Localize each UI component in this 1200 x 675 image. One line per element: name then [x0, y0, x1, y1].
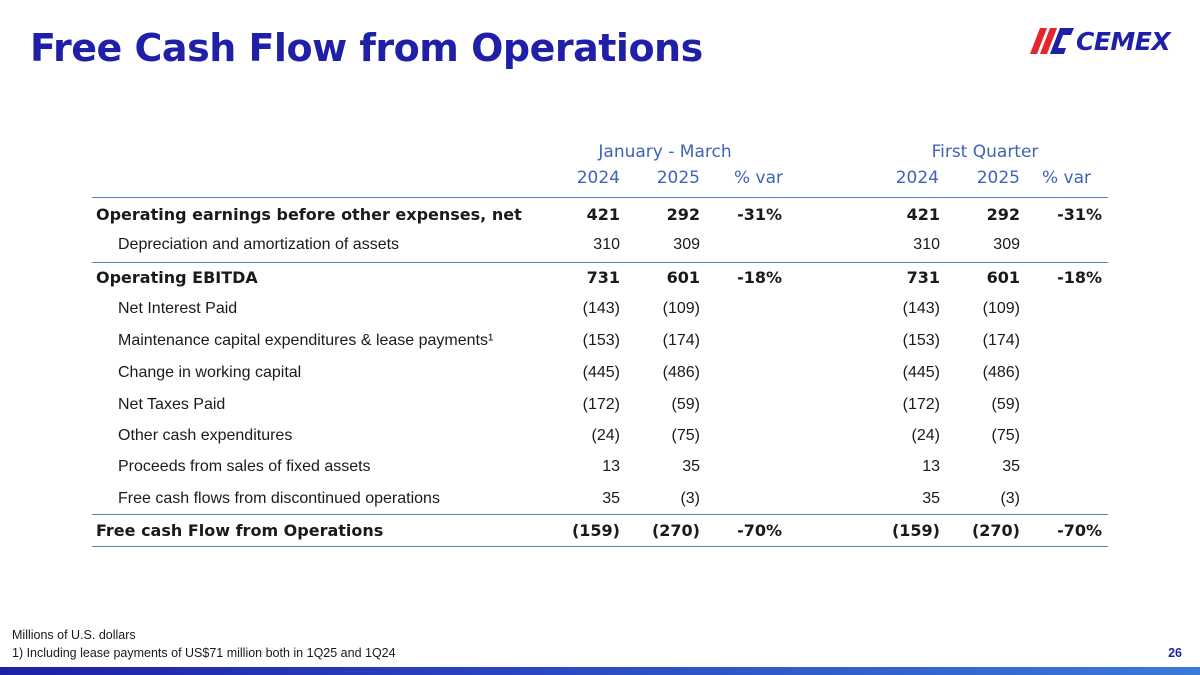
row-label: Depreciation and amortization of assets [118, 236, 400, 253]
table-row: Net Taxes Paid (172) (59) (172) (59) [92, 391, 1108, 422]
table-divider [92, 262, 1108, 263]
col-header-var-a: % var [733, 168, 783, 188]
cell-2024-a: (159) [571, 521, 620, 540]
table-row: Net Interest Paid (143) (109) (143) (109… [92, 295, 1108, 326]
cell-2025-b: 601 [986, 268, 1020, 287]
group-header-first-quarter: First Quarter [931, 142, 1039, 162]
table-row: Depreciation and amortization of assets … [92, 231, 1108, 262]
cell-2025-a: (486) [662, 364, 700, 381]
cell-2024-a: (445) [582, 364, 620, 381]
cell-2024-a: 731 [586, 268, 620, 287]
table-row: Proceeds from sales of fixed assets 13 3… [92, 453, 1108, 484]
cell-2025-a: (109) [662, 300, 700, 317]
cell-2025-a: (174) [662, 332, 700, 349]
cell-2024-b: 310 [913, 236, 940, 253]
cell-2025-b: 309 [993, 236, 1020, 253]
cell-2024-b: (24) [911, 427, 940, 444]
cell-2024-a: 421 [586, 205, 620, 224]
table-divider-bottom [92, 546, 1108, 547]
cemex-logo-icon [1030, 28, 1074, 54]
row-label: Maintenance capital expenditures & lease… [118, 332, 494, 349]
footer-bar [0, 667, 1200, 675]
cell-2025-a: (59) [671, 396, 700, 413]
cell-2024-a: (143) [582, 300, 620, 317]
cell-2025-b: (75) [991, 427, 1020, 444]
cell-2025-a: (270) [651, 521, 700, 540]
row-label: Operating earnings before other expenses… [96, 205, 522, 224]
cell-2024-b: (143) [902, 300, 940, 317]
table-row: Change in working capital (445) (486) (4… [92, 359, 1108, 390]
row-label: Free cash Flow from Operations [96, 521, 384, 540]
col-header-2024-b: 2024 [895, 168, 939, 188]
page-title: Free Cash Flow from Operations [30, 26, 703, 70]
cell-var-a: -18% [737, 268, 782, 287]
cell-var-b: -70% [1057, 521, 1102, 540]
table-row: Operating earnings before other expenses… [92, 200, 1108, 231]
row-label: Free cash flows from discontinued operat… [118, 490, 440, 507]
cell-2025-b: (59) [991, 396, 1020, 413]
row-label: Net Taxes Paid [118, 396, 226, 413]
table-divider [92, 514, 1108, 515]
cell-2025-a: 35 [682, 458, 700, 475]
row-label: Operating EBITDA [96, 268, 258, 287]
cell-var-a: -31% [737, 205, 782, 224]
page-number: 26 [1168, 646, 1182, 660]
cell-2024-b: 421 [906, 205, 940, 224]
cell-2024-a: 13 [602, 458, 620, 475]
col-header-2025-a: 2025 [656, 168, 700, 188]
cell-2024-b: (153) [902, 332, 940, 349]
table-row: Maintenance capital expenditures & lease… [92, 327, 1108, 358]
cell-2024-b: (445) [902, 364, 940, 381]
cell-2024-a: (153) [582, 332, 620, 349]
cell-2025-b: 292 [986, 205, 1020, 224]
row-label: Proceeds from sales of fixed assets [118, 458, 371, 475]
cemex-logo: CEMEX [1030, 26, 1190, 56]
group-header-jan-mar: January - March [598, 142, 732, 162]
table-divider-top [92, 197, 1108, 198]
cell-2025-b: (486) [982, 364, 1020, 381]
row-label: Other cash expenditures [118, 427, 293, 444]
row-label: Net Interest Paid [118, 300, 238, 317]
cell-var-b: -31% [1057, 205, 1102, 224]
cell-2024-b: 35 [922, 490, 940, 507]
cell-2024-b: (159) [891, 521, 940, 540]
footnote-units: Millions of U.S. dollars [12, 628, 136, 642]
col-header-var-b: % var [1041, 168, 1091, 188]
cell-2024-a: (172) [582, 396, 620, 413]
cell-var-a: -70% [737, 521, 782, 540]
cell-2025-b: 35 [1002, 458, 1020, 475]
cell-2025-a: 309 [673, 236, 700, 253]
table-row-total: Free cash Flow from Operations (159) (27… [92, 516, 1108, 547]
cell-2025-a: (3) [680, 490, 700, 507]
col-header-2024-a: 2024 [576, 168, 620, 188]
cell-2024-a: (24) [591, 427, 620, 444]
cell-2024-b: 13 [922, 458, 940, 475]
cell-2024-a: 310 [593, 236, 620, 253]
row-label: Change in working capital [118, 364, 302, 381]
cell-2024-b: (172) [902, 396, 940, 413]
table-row: Other cash expenditures (24) (75) (24) (… [92, 422, 1108, 453]
cell-var-b: -18% [1057, 268, 1102, 287]
cell-2025-b: (174) [982, 332, 1020, 349]
table-row: Operating EBITDA 731 601 -18% 731 601 -1… [92, 263, 1108, 294]
logo-text: CEMEX [1076, 26, 1171, 56]
cell-2025-b: (270) [971, 521, 1020, 540]
col-header-2025-b: 2025 [976, 168, 1020, 188]
cell-2024-a: 35 [602, 490, 620, 507]
cell-2025-b: (3) [1000, 490, 1020, 507]
cell-2025-a: (75) [671, 427, 700, 444]
table-row: Free cash flows from discontinued operat… [92, 485, 1108, 516]
cell-2025-a: 601 [666, 268, 700, 287]
cell-2024-b: 731 [906, 268, 940, 287]
cell-2025-b: (109) [982, 300, 1020, 317]
footnote-1: 1) Including lease payments of US$71 mil… [12, 646, 396, 660]
cell-2025-a: 292 [666, 205, 700, 224]
